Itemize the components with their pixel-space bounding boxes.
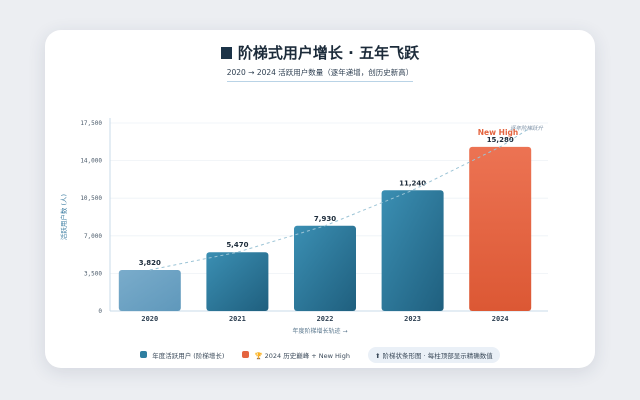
y-tick-label: 3,500 bbox=[84, 270, 102, 277]
value-label: 15,280 bbox=[487, 136, 514, 144]
trend-line bbox=[149, 127, 531, 271]
x-tick-label: 2023 bbox=[404, 315, 421, 323]
y-tick-label: 7,000 bbox=[84, 233, 102, 240]
title-square-icon bbox=[220, 47, 232, 59]
y-tick-label: 0 bbox=[98, 308, 102, 315]
x-tick-label: 2024 bbox=[492, 315, 509, 323]
legend-note-text: ⬆ 阶梯状条形图 · 每柱顶部显示精确数值 bbox=[375, 352, 493, 360]
value-label: 7,930 bbox=[314, 215, 336, 223]
bar-2023 bbox=[381, 190, 444, 311]
annotation-trend: 逐年阶梯跃升 bbox=[510, 125, 544, 132]
subtitle-text: 2020 → 2024 活跃用户数量（逐年递增，创历史新高） bbox=[226, 67, 414, 82]
annotation-new-high: New High bbox=[478, 128, 518, 137]
legend-swatch-blue bbox=[140, 351, 148, 358]
y-tick-label: 17,500 bbox=[80, 120, 102, 127]
bar-2024 bbox=[469, 146, 532, 311]
legend-label: 🏆 2024 历史巅峰 + New High bbox=[254, 351, 350, 360]
bar-2020 bbox=[118, 269, 181, 311]
y-tick-label: 10,500 bbox=[80, 195, 102, 202]
chart-subtitle: 2020 → 2024 活跃用户数量（逐年递增，创历史新高） bbox=[0, 67, 640, 82]
chart-title: 阶梯式用户增长 · 五年飞跃 bbox=[0, 42, 640, 63]
legend-label: 年度活跃用户 (阶梯增长) bbox=[152, 351, 225, 360]
title-text: 阶梯式用户增长 · 五年飞跃 bbox=[237, 44, 420, 62]
x-tick-label: 2020 bbox=[141, 315, 158, 323]
legend-item-series: 年度活跃用户 (阶梯增长) bbox=[140, 350, 224, 360]
bar-2021 bbox=[206, 252, 269, 311]
value-label: 11,240 bbox=[399, 179, 426, 187]
legend-item-highlight: 🏆 2024 历史巅峰 + New High bbox=[242, 350, 350, 360]
legend: 年度活跃用户 (阶梯增长) 🏆 2024 历史巅峰 + New High ⬆ 阶… bbox=[0, 347, 640, 363]
y-axis-label: 活跃用户数 (人) bbox=[59, 194, 68, 240]
x-tick-label: 2021 bbox=[229, 315, 246, 323]
bar-2022 bbox=[294, 225, 356, 311]
value-label: 3,820 bbox=[139, 259, 161, 267]
y-tick-label: 14,000 bbox=[80, 158, 102, 165]
legend-note: ⬆ 阶梯状条形图 · 每柱顶部显示精确数值 bbox=[368, 347, 500, 363]
value-label: 5,470 bbox=[226, 241, 248, 249]
x-axis-label: 年度阶梯增长轨迹 → bbox=[293, 327, 348, 335]
x-tick-label: 2022 bbox=[317, 315, 334, 323]
legend-swatch-orange bbox=[242, 351, 250, 358]
